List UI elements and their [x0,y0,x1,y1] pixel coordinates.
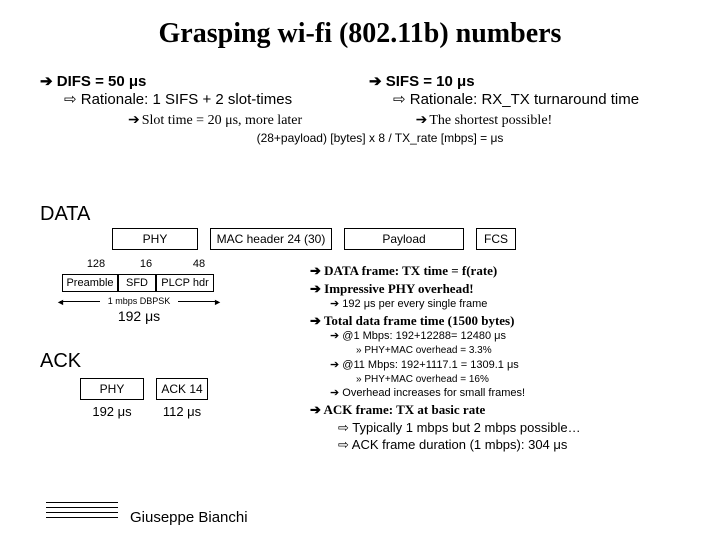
author-name: Giuseppe Bianchi [130,509,248,526]
r-line-3: 192 μs per every single frame [310,297,690,312]
num-128: 128 [68,258,124,270]
num-16: 16 [124,258,168,270]
data-label: DATA [40,203,90,226]
mac-cell: MAC header 24 (30) [210,228,332,250]
ack-boxes: PHY ACK 14 [80,378,208,400]
ifs-columns: DIFS = 50 μs Rationale: 1 SIFS + 2 slot-… [40,72,680,108]
dbpsk-label: ◄ 1 mbps DBPSK ► [62,296,216,306]
sfd-cell: SFD [118,274,156,292]
frame-row: PHY MAC header 24 (30) Payload FCS [112,228,516,250]
r-line-7: Overhead increases for small frames! [310,386,690,401]
difs-head: DIFS = 50 μs [40,72,351,90]
r-line-8: ACK frame: TX at basic rate [310,401,690,419]
ack-phy-cell: PHY [80,378,144,400]
fcs-cell: FCS [476,228,516,250]
phy-cell: PHY [112,228,198,250]
ack-label: ACK [40,350,81,373]
sifs-head: SIFS = 10 μs [369,72,680,90]
ack-14-time: 112 μs [156,404,208,419]
ack-phy-time: 192 μs [80,404,144,419]
sifs-col: SIFS = 10 μs Rationale: RX_TX turnaround… [369,72,680,108]
sifs-rationale: Rationale: RX_TX turnaround time [369,90,680,108]
difs-rationale: Rationale: 1 SIFS + 2 slot-times [40,90,351,108]
num-48: 48 [168,258,230,270]
r-line-10: ACK frame duration (1 mbps): 304 μs [310,436,690,454]
r-line-6a: PHY+MAC overhead = 16% [310,373,690,387]
ack-times: 192 μs 112 μs [80,404,208,419]
slot-row: Slot time = 20 μs, more later The shorte… [40,112,680,129]
slide-title: Grasping wi-fi (802.11b) numbers [40,18,680,50]
sub-row: Preamble SFD PLCP hdr [62,274,214,292]
r-line-2: Impressive PHY overhead! [310,280,690,298]
payload-cell: Payload [344,228,464,250]
arrow-right-icon: ► [213,297,222,307]
r-line-9: Typically 1 mbps but 2 mbps possible… [310,419,690,437]
preamble-cell: Preamble [62,274,118,292]
slot-right: The shortest possible! [386,112,680,129]
arrow-left-icon: ◄ [56,297,65,307]
r-line-1: DATA frame: TX time = f(rate) [310,262,690,280]
r-line-6: @11 Mbps: 192+1117.1 = 1309.1 μs [310,358,690,373]
ack-14-cell: ACK 14 [156,378,208,400]
slot-left: Slot time = 20 μs, more later [40,112,386,129]
right-bullets: DATA frame: TX time = f(rate) Impressive… [310,262,690,454]
r-line-5a: PHY+MAC overhead = 3.3% [310,344,690,358]
r-line-4: Total data frame time (1500 bytes) [310,312,690,330]
dbpsk-text: 1 mbps DBPSK [108,296,171,306]
r-line-5: @1 Mbps: 192+12288= 12480 μs [310,329,690,344]
plcp-cell: PLCP hdr [156,274,214,292]
footer-decor [46,502,118,522]
num-row: 128 16 48 [68,258,230,270]
formula: (28+payload) [bytes] x 8 / TX_rate [mbps… [40,131,680,145]
difs-col: DIFS = 50 μs Rationale: 1 SIFS + 2 slot-… [40,72,351,108]
phy-duration: 192 μs [62,308,216,324]
